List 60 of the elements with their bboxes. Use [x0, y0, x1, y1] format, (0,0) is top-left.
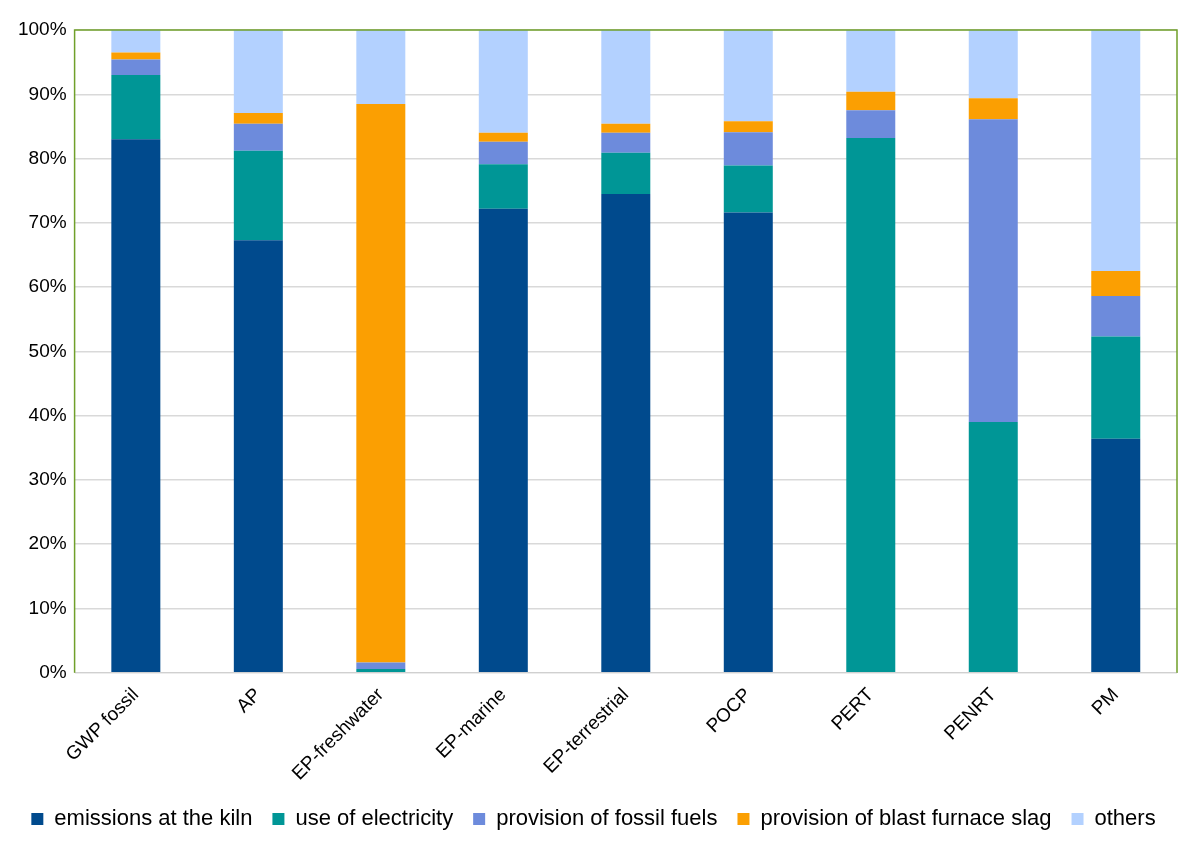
bar [478, 30, 528, 133]
bar [111, 30, 161, 53]
bar [968, 30, 1018, 99]
y-tick-label: 30% [28, 468, 67, 490]
bar [723, 165, 773, 213]
y-tick-label: 10% [28, 596, 67, 618]
legend-label: use of electricity [295, 805, 454, 831]
bar [356, 103, 406, 663]
bar [233, 30, 283, 113]
y-tick-label: 0% [39, 661, 67, 682]
y-tick-label: 100% [17, 18, 67, 40]
legend-label: provision of blast furnace slag [760, 805, 1052, 831]
bar [478, 164, 528, 209]
x-tick-label: AP [232, 683, 265, 717]
legend-label: emissions at the kiln [54, 805, 253, 831]
y-tick-label: 20% [28, 532, 67, 554]
bar [111, 52, 161, 60]
bar [846, 110, 896, 138]
bar [478, 141, 528, 165]
bar [478, 132, 528, 142]
bar [111, 59, 161, 75]
bar [111, 74, 161, 140]
y-tick-label: 60% [28, 275, 67, 297]
x-tick-label: PM [1087, 683, 1123, 719]
bar [233, 112, 283, 124]
bar [233, 150, 283, 241]
bar [1091, 438, 1141, 673]
bar [356, 662, 406, 669]
bar [1091, 296, 1141, 337]
bar [601, 193, 651, 673]
bar [846, 91, 896, 111]
legend-label: others [1094, 805, 1156, 831]
bar [233, 123, 283, 151]
y-tick-label: 70% [28, 211, 67, 233]
y-tick-label: 90% [28, 82, 67, 104]
bar [723, 132, 773, 166]
bar [601, 123, 651, 133]
bar [968, 422, 1018, 673]
bar [1091, 271, 1141, 297]
bar [356, 30, 406, 104]
y-tick-label: 50% [28, 339, 67, 361]
bar [1091, 336, 1141, 439]
bar [478, 208, 528, 673]
bar [601, 152, 651, 194]
bar [968, 119, 1018, 423]
bar [111, 139, 161, 673]
legend-label: provision of fossil fuels [496, 805, 718, 831]
y-tick-label: 80% [28, 146, 67, 168]
bar [601, 132, 651, 153]
bar [1091, 30, 1141, 272]
bar [356, 668, 406, 673]
bar [723, 212, 773, 673]
y-tick-label: 40% [28, 403, 67, 425]
bar [968, 98, 1018, 120]
bar [233, 240, 283, 673]
bar [601, 30, 651, 124]
bar [723, 30, 773, 122]
bar [723, 121, 773, 133]
bar [846, 30, 896, 92]
bar [846, 137, 896, 673]
